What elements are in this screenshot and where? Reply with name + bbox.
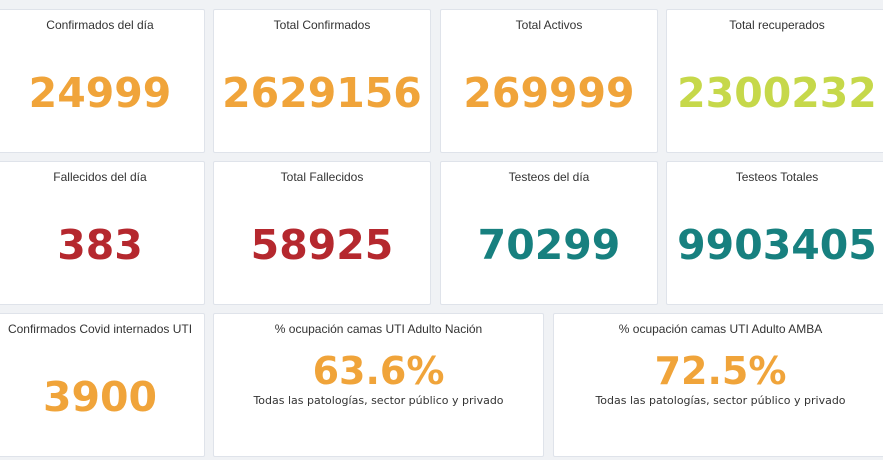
card-total-activos: Total Activos 269999 [440,9,658,153]
card-value: 383 [57,221,143,269]
card-title: Testeos del día [508,170,590,184]
card-title: Testeos Totales [735,170,819,184]
card-value: 9903405 [677,221,877,269]
card-value: 72.5% [654,349,787,393]
card-value: 58925 [250,221,394,269]
card-title: Fallecidos del día [53,170,147,184]
card-total-confirmados: Total Confirmados 2629156 [213,9,431,153]
card-title: Total Fallecidos [280,170,364,184]
card-ocupacion-nacion: % ocupación camas UTI Adulto Nación 63.6… [213,313,544,457]
card-total-fallecidos: Total Fallecidos 58925 [213,161,431,305]
card-value: 24999 [28,69,172,117]
card-value: 2629156 [222,69,422,117]
card-title: % ocupación camas UTI Adulto AMBA [618,322,823,336]
card-value: 63.6% [312,349,445,393]
card-testeos-del-dia: Testeos del día 70299 [440,161,658,305]
card-title: Total Activos [515,18,583,32]
card-value: 3900 [42,373,158,421]
card-title: Confirmados Covid internados UTI [7,322,193,336]
card-testeos-totales: Testeos Totales 9903405 [666,161,883,305]
card-title: Confirmados del día [46,18,154,32]
card-title: Total recuperados [729,18,825,32]
card-internados-uti: Confirmados Covid internados UTI 3900 [0,313,205,457]
card-value: 2300232 [677,69,877,117]
card-value: 70299 [477,221,621,269]
card-ocupacion-amba: % ocupación camas UTI Adulto AMBA 72.5% … [553,313,883,457]
card-confirmados-del-dia: Confirmados del día 24999 [0,9,205,153]
card-title: Total Confirmados [273,18,371,32]
card-subtitle: Todas las patologías, sector público y p… [253,394,504,407]
card-title: % ocupación camas UTI Adulto Nación [274,322,483,336]
card-total-recuperados: Total recuperados 2300232 [666,9,883,153]
card-value: 269999 [463,69,635,117]
card-subtitle: Todas las patologías, sector público y p… [595,394,846,407]
card-fallecidos-del-dia: Fallecidos del día 383 [0,161,205,305]
